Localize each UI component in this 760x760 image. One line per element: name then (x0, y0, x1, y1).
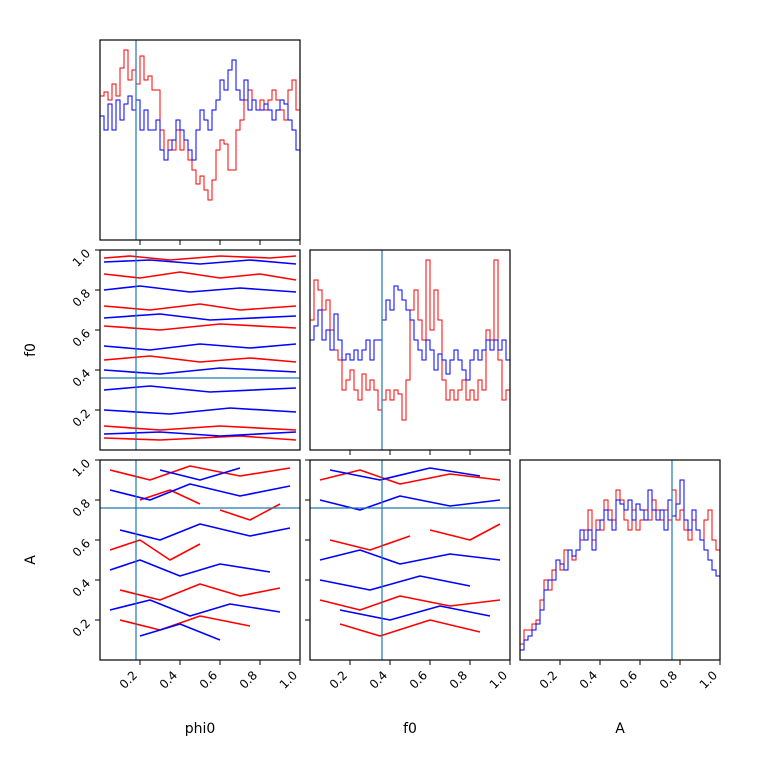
contour-A_vs_f0-red-4 (339, 619, 481, 637)
xlabel-a: A (615, 721, 625, 737)
contour-f0_vs_phi0-red-2 (103, 303, 297, 311)
panel-f0-vs-phi0 (99, 249, 301, 451)
ylabel-f0: f0 (23, 343, 39, 357)
frame-f0_vs_phi0 (99, 249, 301, 451)
panel-a-vs-f0 (309, 459, 511, 661)
contour-A_vs_f0-blue-2 (319, 575, 471, 591)
contour-f0_vs_phi0-blue-0 (103, 259, 297, 265)
panel-hist-a (519, 459, 721, 661)
contour-f0_vs_phi0-blue-1 (103, 285, 297, 293)
contour-A_vs_phi0-blue-0 (109, 483, 291, 501)
panel-hist-f0 (309, 249, 511, 451)
xlabel-f0: f0 (403, 721, 417, 737)
contour-A_vs_f0-red-2 (329, 535, 411, 551)
panel-a-vs-phi0 (99, 459, 301, 661)
contour-A_vs_phi0-blue-5 (139, 623, 221, 641)
panel-hist-phi0 (99, 39, 301, 241)
contour-A_vs_f0-blue-4 (339, 605, 491, 621)
contour-A_vs_f0-blue-0 (319, 495, 501, 511)
contour-f0_vs_phi0-blue-5 (103, 385, 297, 393)
contour-A_vs_f0-blue-3 (329, 467, 481, 481)
contour-f0_vs_phi0-red-0 (103, 255, 297, 261)
ylabel-a: A (23, 555, 39, 565)
contour-A_vs_phi0-blue-2 (119, 523, 291, 541)
contour-f0_vs_phi0-blue-7 (103, 431, 297, 437)
contour-f0_vs_phi0-red-1 (103, 271, 297, 281)
contour-A_vs_f0-blue-1 (319, 549, 501, 565)
contour-f0_vs_phi0-blue-4 (103, 367, 297, 375)
contour-f0_vs_phi0-red-6 (103, 435, 297, 441)
hist-phi0-blue (99, 59, 301, 240)
contour-A_vs_phi0-blue-3 (109, 599, 281, 617)
contour-A_vs_phi0-red-1 (119, 583, 281, 601)
contour-A_vs_f0-red-1 (319, 595, 501, 611)
contour-f0_vs_phi0-red-4 (103, 355, 297, 363)
xlabel-phi0: phi0 (185, 721, 216, 737)
contour-f0_vs_phi0-blue-6 (103, 407, 297, 415)
contour-A_vs_phi0-blue-1 (109, 559, 271, 577)
frame-hist-A (519, 459, 721, 661)
frame-A_vs_phi0 (99, 459, 301, 661)
frame-A_vs_f0 (309, 459, 511, 661)
contour-f0_vs_phi0-blue-2 (103, 313, 297, 321)
hist-f0-red (309, 259, 511, 450)
contour-A_vs_phi0-red-4 (119, 615, 251, 631)
frame-hist-phi0 (99, 39, 301, 241)
contour-f0_vs_phi0-red-5 (103, 425, 297, 431)
frame-hist-f0 (309, 249, 511, 451)
contour-A_vs_phi0-red-0 (109, 465, 291, 481)
contour-f0_vs_phi0-blue-3 (103, 343, 297, 351)
hist-f0-blue (309, 285, 511, 450)
contour-A_vs_phi0-red-3 (219, 503, 281, 521)
hist-A-blue (519, 479, 721, 660)
contour-A_vs_phi0-blue-4 (159, 467, 241, 481)
contour-A_vs_phi0-red-2 (109, 539, 201, 561)
contour-A_vs_f0-red-3 (429, 523, 501, 541)
contour-f0_vs_phi0-red-3 (103, 323, 297, 331)
contour-A_vs_phi0-red-5 (139, 489, 201, 505)
hist-A-red (519, 489, 721, 660)
